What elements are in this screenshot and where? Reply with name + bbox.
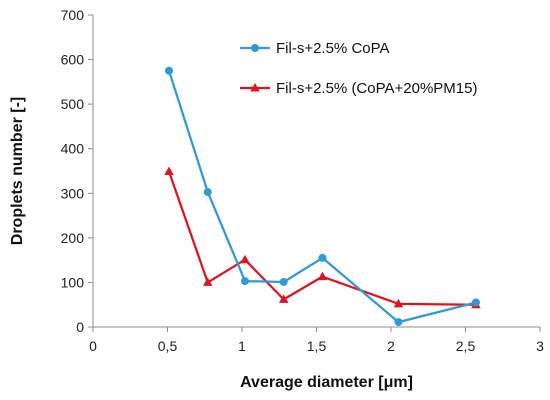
data-point bbox=[394, 318, 403, 327]
y-tick-label: 0 bbox=[76, 319, 84, 335]
x-tick-label: 1 bbox=[238, 338, 246, 354]
data-point bbox=[164, 166, 174, 175]
data-point bbox=[278, 294, 289, 303]
data-point bbox=[318, 253, 327, 262]
data-point bbox=[164, 66, 173, 75]
data-point bbox=[240, 254, 250, 264]
x-tick-label: 0 bbox=[89, 338, 97, 354]
data-point bbox=[317, 271, 328, 281]
y-tick-label: 700 bbox=[61, 7, 85, 23]
y-tick-label: 300 bbox=[61, 185, 85, 201]
ticks: 0 0,5 1 1,5 2 2,5 3 0 100 200 300 400 500 600 700 bbox=[61, 7, 544, 354]
x-tick-label: 1,5 bbox=[307, 338, 327, 354]
series-1 bbox=[164, 66, 480, 327]
legend-item-series-1: Fil-s+2.5% CoPA bbox=[240, 40, 390, 57]
y-tick-label: 500 bbox=[61, 96, 85, 112]
y-tick-label: 100 bbox=[61, 274, 85, 290]
x-axis-title: Average diameter [μm] bbox=[240, 374, 413, 391]
series-1-line bbox=[167, 70, 477, 324]
data-point bbox=[203, 187, 212, 196]
legend-marker-series-1 bbox=[251, 44, 259, 52]
series bbox=[164, 66, 481, 327]
y-axis-title: Droplets number [-] bbox=[9, 97, 26, 245]
legend-label-series-2: Fil-s+2.5% (CoPA+20%PM15) bbox=[276, 80, 477, 97]
x-tick-label: 2 bbox=[387, 338, 395, 354]
data-point bbox=[393, 298, 404, 308]
y-tick-label: 600 bbox=[61, 52, 85, 68]
data-point bbox=[279, 277, 288, 286]
series-2-line bbox=[167, 171, 476, 306]
series-2 bbox=[164, 166, 481, 309]
x-tick-label: 3 bbox=[536, 338, 544, 354]
legend-label-series-1: Fil-s+2.5% CoPA bbox=[276, 40, 390, 57]
x-tick-label: 0,5 bbox=[158, 338, 178, 354]
y-tick-label: 200 bbox=[61, 230, 85, 246]
data-point bbox=[202, 277, 213, 286]
legend-item-series-2: Fil-s+2.5% (CoPA+20%PM15) bbox=[240, 80, 477, 97]
data-point bbox=[471, 298, 480, 307]
legend: Fil-s+2.5% CoPA Fil-s+2.5% (CoPA+20%PM15… bbox=[240, 40, 477, 97]
x-tick-label: 2,5 bbox=[456, 338, 476, 354]
y-tick-label: 400 bbox=[61, 141, 85, 157]
legend-marker-series-2 bbox=[250, 83, 260, 92]
data-point bbox=[240, 277, 249, 286]
